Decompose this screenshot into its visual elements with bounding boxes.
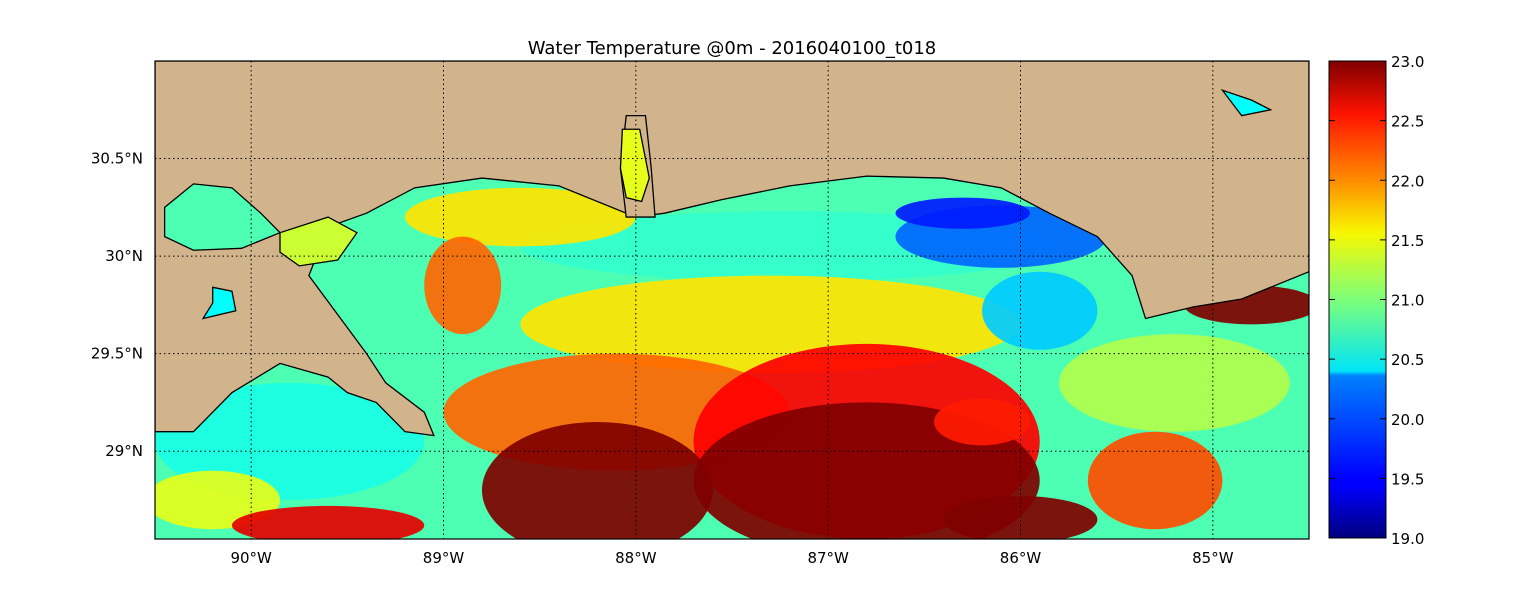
plot-area <box>155 61 1309 539</box>
y-tick-label: 30°N <box>105 247 143 265</box>
colorbar-tick-label: 23.0 <box>1391 53 1424 71</box>
colorbar-tick-label: 22.0 <box>1391 172 1424 190</box>
field-blob-15 <box>482 421 713 539</box>
colorbar-tick-label: 21.5 <box>1391 232 1424 250</box>
chart-title: Water Temperature @0m - 2016040100_t018 <box>528 38 937 59</box>
colorbar-gradient <box>1328 60 1387 539</box>
colorbar-tick-label: 22.5 <box>1391 113 1424 131</box>
colorbar: 23.0 22.5 22.0 21.5 21.0 20.5 20.0 19.5 19.0 <box>1328 53 1424 548</box>
land-north-coast <box>155 61 1309 437</box>
water-lake-borgne <box>279 216 358 267</box>
field-blob-17 <box>943 496 1098 539</box>
field-blob-14 <box>231 505 425 539</box>
water-inland-lake <box>201 286 237 320</box>
water-mobile-bay <box>619 128 650 203</box>
field-blob-18 <box>933 398 1031 446</box>
inland-water-layer <box>163 88 1273 320</box>
colorbar-tick-label: 19.0 <box>1391 530 1424 548</box>
x-tick-label: 86°W <box>1000 549 1042 567</box>
x-tick-label: 89°W <box>423 549 465 567</box>
y-tick-label: 30.5°N <box>91 150 143 168</box>
grid-lines <box>155 61 1309 539</box>
water-inland-pond <box>1220 88 1273 117</box>
x-axis-ticks: 90°W 89°W 88°W 87°W 86°W 85°W <box>230 549 1233 567</box>
y-tick-label: 29°N <box>105 442 143 460</box>
x-tick-label: 88°W <box>615 549 657 567</box>
colorbar-tick-label: 21.0 <box>1391 292 1424 310</box>
colorbar-ticks: 23.0 22.5 22.0 21.5 21.0 20.5 20.0 19.5 19.0 <box>1329 53 1424 548</box>
plot-frame <box>154 60 1310 540</box>
field-blob-13 <box>1087 431 1223 530</box>
y-axis-ticks: 30.5°N 30°N 29.5°N 29°N <box>91 150 143 461</box>
x-tick-label: 90°W <box>230 549 272 567</box>
field-blob-8 <box>1058 334 1290 432</box>
colorbar-tick-label: 20.0 <box>1391 411 1424 429</box>
y-tick-label: 29.5°N <box>91 345 143 363</box>
field-blob-9 <box>155 382 425 500</box>
colorbar-tick-label: 20.5 <box>1391 351 1424 369</box>
field-blob-7 <box>982 271 1098 350</box>
field-blob-2 <box>405 187 636 247</box>
colorbar-tick-label: 19.5 <box>1391 470 1424 488</box>
field-blob-6 <box>895 197 1031 229</box>
x-tick-label: 87°W <box>807 549 849 567</box>
field-blob-3 <box>424 236 502 335</box>
x-tick-label: 85°W <box>1192 549 1234 567</box>
